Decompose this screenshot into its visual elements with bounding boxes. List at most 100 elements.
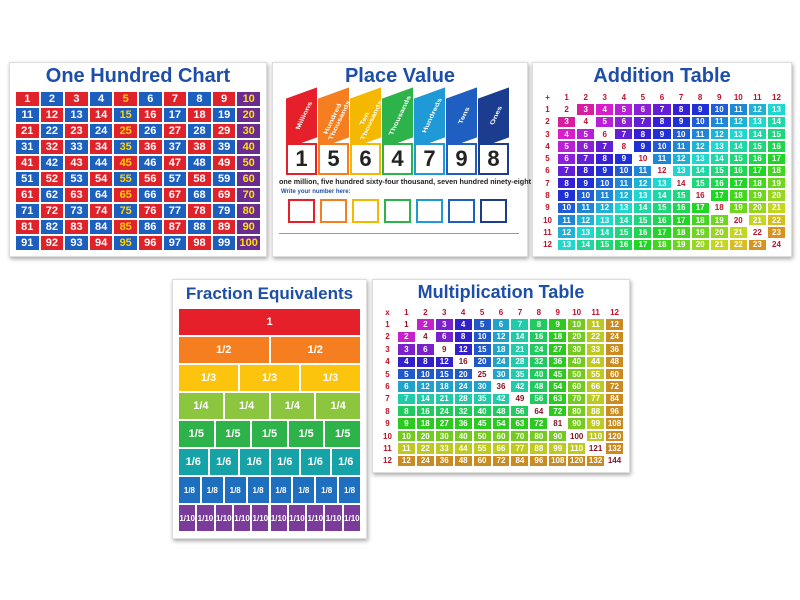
table-cell: 73	[64, 203, 89, 219]
table-cell: 72	[39, 203, 65, 219]
table-cell: 48	[491, 405, 511, 418]
table-cell: 2	[415, 306, 435, 319]
table-cell: 15	[434, 367, 454, 381]
table-cell: 4	[396, 355, 416, 368]
table-cell: 22	[728, 238, 748, 251]
table-cell: 10	[378, 429, 397, 443]
table-cell: 8	[671, 103, 691, 116]
table-cell: 9	[434, 343, 454, 356]
write-box	[448, 199, 475, 223]
table-cell: 17	[162, 107, 188, 123]
table-cell: 120	[567, 454, 587, 467]
table-cell: 65	[113, 187, 138, 203]
table-cell: 41	[15, 155, 40, 171]
table-cell: 77	[510, 442, 530, 455]
poster-title: Multiplication Table	[417, 282, 585, 302]
place-header: Ones	[489, 105, 504, 126]
table-cell: 3	[378, 343, 397, 356]
place-digit: 6	[350, 143, 381, 175]
table-cell: 13	[747, 115, 767, 128]
table-cell: 18	[747, 177, 767, 190]
table-cell: 20	[472, 355, 492, 368]
table-cell: 9	[690, 103, 710, 116]
table-cell: 24	[88, 123, 114, 139]
table-cell: 64	[529, 405, 549, 418]
hundred-chart-poster: One Hundred Chart 1 2 3 4 5 6 7 8 9 10 11 12 13 14 15 1…	[9, 62, 267, 257]
table-cell: 16	[747, 152, 767, 165]
table-cell: 8	[652, 115, 672, 128]
fraction-cell: 1/10	[342, 504, 361, 532]
table-cell: 16	[728, 164, 748, 178]
table-cell: 63	[548, 392, 568, 406]
table-cell: 12	[605, 318, 624, 331]
table-cell: 28	[187, 123, 212, 139]
table-cell: 44	[88, 155, 114, 171]
place-digit: 4	[382, 143, 413, 175]
table-cell: 20	[236, 107, 261, 123]
table-cell: 58	[187, 171, 212, 187]
table-cell: 14	[633, 201, 653, 215]
table-cell: 42	[510, 380, 530, 393]
table-cell: 6	[538, 164, 558, 178]
table-cell: 20	[690, 238, 710, 251]
table-cell: 9	[595, 164, 615, 178]
fraction-cell: 1/10	[269, 504, 288, 532]
table-cell: 23	[64, 123, 89, 139]
table-cell: 13	[64, 107, 89, 123]
table-cell: 36	[138, 139, 163, 155]
table-cell: 4	[538, 140, 558, 153]
fraction-cell: 1/6	[178, 448, 209, 476]
table-cell: 15	[652, 201, 672, 215]
table-cell: 15	[614, 226, 634, 239]
table-cell: 20	[567, 330, 587, 344]
table-cell: 13	[690, 152, 710, 165]
table-cell: 66	[586, 380, 606, 393]
number-words: one million, five hundred sixty-four tho…	[279, 177, 531, 186]
table-cell: 40	[472, 405, 492, 418]
table-cell: 11	[586, 318, 606, 331]
table-cell: 70	[567, 392, 587, 406]
table-cell: 5	[113, 91, 138, 107]
table-cell: 8	[557, 177, 577, 190]
table-cell: 11	[557, 214, 577, 227]
fraction-cell: 1/2	[178, 336, 270, 364]
table-cell: 11	[595, 189, 615, 202]
table-cell: 29	[211, 123, 237, 139]
place-value-poster: Place Value Millions 1 Hundred Thousands 5 T…	[272, 62, 531, 257]
place-column: Thousands	[382, 87, 413, 149]
table-cell: 11	[378, 442, 397, 455]
table-cell: 144	[605, 454, 624, 467]
table-cell: 10	[633, 152, 653, 165]
place-column: Ones	[478, 87, 509, 149]
table-cell: 60	[491, 429, 511, 443]
table-cell: 17	[766, 152, 786, 165]
table-cell: 16	[652, 214, 672, 227]
write-line	[279, 233, 519, 234]
table-cell: 10	[472, 330, 492, 344]
table-cell: 2	[39, 91, 65, 107]
table-cell: 22	[39, 123, 65, 139]
fraction-poster: Fraction Equivalents 1 1/2 1/2 1/3 1/3 1/3 1/4…	[172, 279, 367, 539]
place-column: Millions	[286, 87, 317, 149]
table-cell: 77	[586, 392, 606, 406]
fraction-cell: 1/4	[315, 392, 361, 420]
table-cell: 24	[529, 343, 549, 356]
fraction-cell: 1/8	[178, 476, 201, 504]
fraction-cell: 1/10	[251, 504, 270, 532]
table-cell: 70	[510, 429, 530, 443]
table-cell: 90	[567, 417, 587, 430]
table-cell: 17	[747, 164, 767, 178]
table-cell: 12	[576, 214, 596, 227]
table-cell: 15	[690, 177, 710, 190]
table-cell: 15	[766, 127, 786, 141]
table-cell: 8	[614, 140, 634, 153]
table-cell: 3	[538, 127, 558, 141]
table-cell: 3	[434, 318, 454, 331]
table-cell: 96	[605, 405, 624, 418]
table-cell: 13	[633, 189, 653, 202]
table-cell: 21	[15, 123, 40, 139]
table-cell: 28	[510, 355, 530, 368]
place-header: Hundreds	[421, 97, 444, 134]
table-cell: 3	[576, 103, 596, 116]
